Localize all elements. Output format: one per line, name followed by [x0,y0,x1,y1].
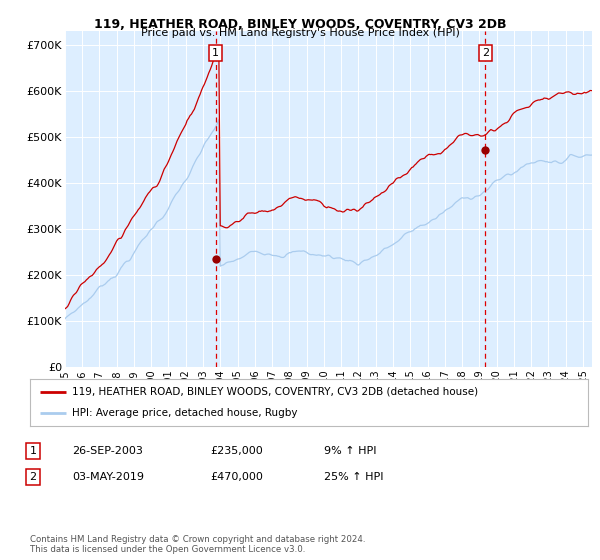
Text: £235,000: £235,000 [210,446,263,456]
Text: 1: 1 [29,446,37,456]
Text: Contains HM Land Registry data © Crown copyright and database right 2024.
This d: Contains HM Land Registry data © Crown c… [30,535,365,554]
Text: 26-SEP-2003: 26-SEP-2003 [72,446,143,456]
Text: 119, HEATHER ROAD, BINLEY WOODS, COVENTRY, CV3 2DB: 119, HEATHER ROAD, BINLEY WOODS, COVENTR… [94,18,506,31]
Text: 2: 2 [29,472,37,482]
Text: Price paid vs. HM Land Registry's House Price Index (HPI): Price paid vs. HM Land Registry's House … [140,28,460,38]
Text: £470,000: £470,000 [210,472,263,482]
Text: 25% ↑ HPI: 25% ↑ HPI [324,472,383,482]
Text: 119, HEATHER ROAD, BINLEY WOODS, COVENTRY, CV3 2DB (detached house): 119, HEATHER ROAD, BINLEY WOODS, COVENTR… [72,386,478,396]
Text: 9% ↑ HPI: 9% ↑ HPI [324,446,377,456]
Text: 2: 2 [482,48,489,58]
Text: 1: 1 [212,48,219,58]
Text: 03-MAY-2019: 03-MAY-2019 [72,472,144,482]
Text: HPI: Average price, detached house, Rugby: HPI: Average price, detached house, Rugb… [72,408,298,418]
